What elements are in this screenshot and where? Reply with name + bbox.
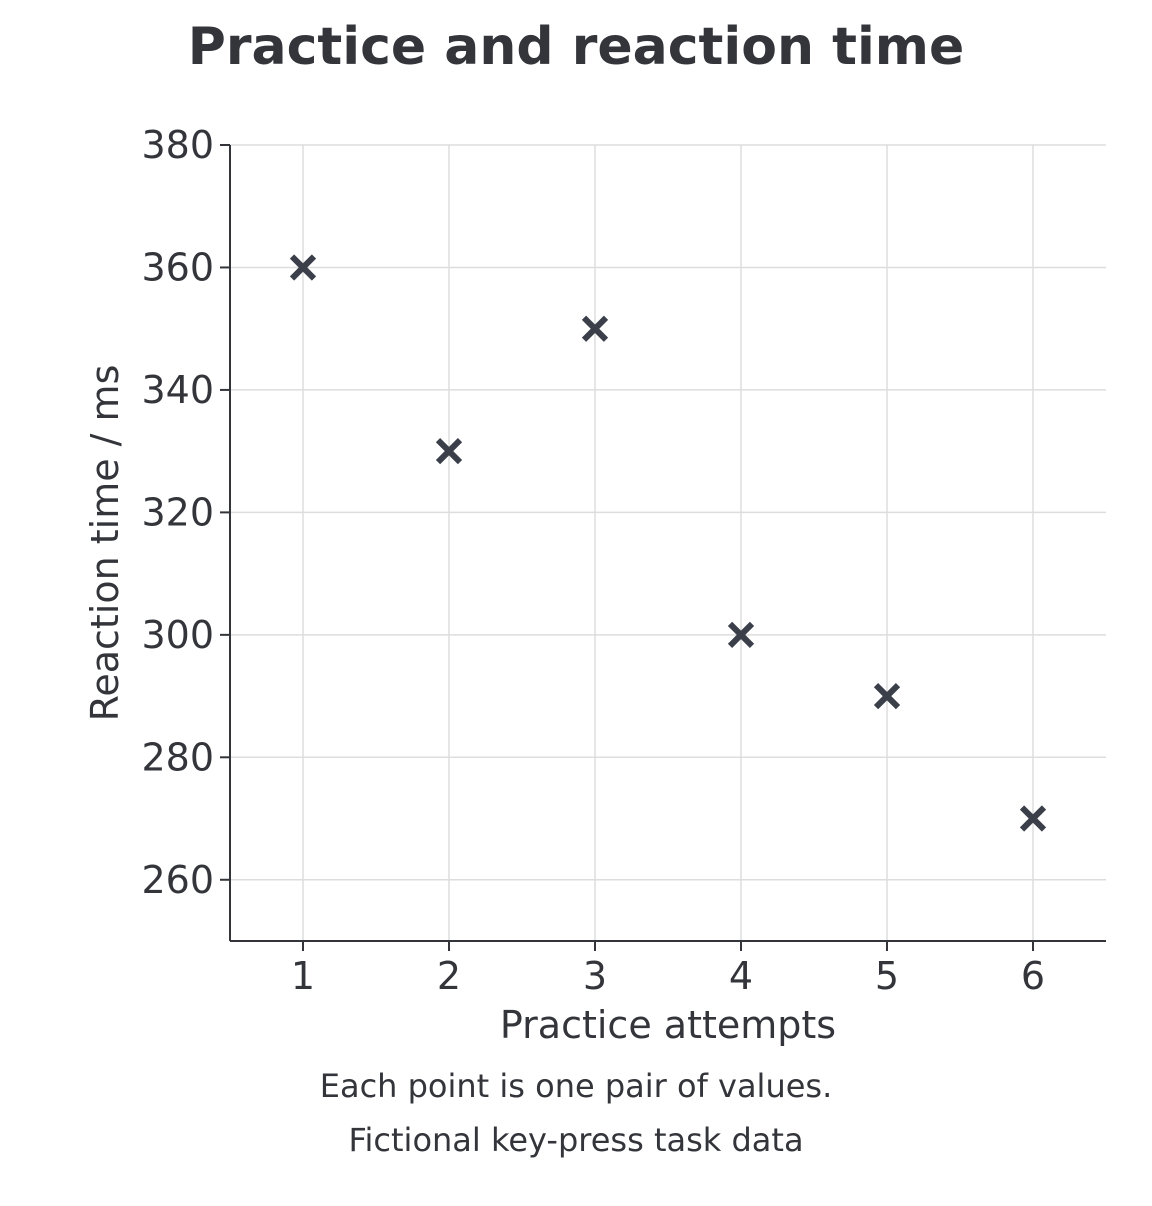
axes <box>229 145 1106 942</box>
y-tick-label-320: 320 <box>141 490 214 534</box>
data-point-1 <box>289 254 317 281</box>
x-tick-label-1: 1 <box>291 954 315 998</box>
x-tick-label-3: 3 <box>583 954 607 998</box>
marker-stroke <box>435 438 463 465</box>
y-tick-label-380: 380 <box>141 123 214 167</box>
data-point-5 <box>873 682 901 710</box>
grid <box>230 144 1106 941</box>
marker-stroke <box>727 621 755 648</box>
marker-stroke <box>873 682 901 710</box>
y-tick-label-300: 300 <box>141 613 214 657</box>
data-point-4 <box>727 621 755 648</box>
x-tick-label-6: 6 <box>1021 954 1045 998</box>
x-axis-label: Practice attempts <box>500 1003 836 1047</box>
chart-title: Practice and reaction time <box>188 17 964 77</box>
x-axis-ticks: 1 2 3 4 5 6 <box>291 941 1045 998</box>
caption-line-2: Fictional key-press task data <box>348 1121 803 1159</box>
x-tick-label-5: 5 <box>875 954 899 998</box>
data-point-3 <box>581 315 609 342</box>
marker-stroke <box>289 254 317 281</box>
y-tick-label-340: 340 <box>141 368 214 412</box>
data-points <box>289 254 1047 832</box>
caption-line-1: Each point is one pair of values. <box>320 1067 833 1105</box>
x-tick-label-2: 2 <box>437 954 461 998</box>
x-tick-label-4: 4 <box>729 954 753 998</box>
data-point-2 <box>435 438 463 465</box>
y-tick-label-260: 260 <box>141 858 214 902</box>
marker-stroke <box>1019 805 1047 832</box>
marker-stroke <box>581 315 609 342</box>
y-tick-label-280: 280 <box>141 735 214 779</box>
y-tick-label-360: 360 <box>141 245 214 289</box>
y-axis-ticks: 260 280 300 320 340 360 380 <box>141 123 230 902</box>
y-axis-label: Reaction time / ms <box>83 365 127 722</box>
data-point-6 <box>1019 805 1047 832</box>
